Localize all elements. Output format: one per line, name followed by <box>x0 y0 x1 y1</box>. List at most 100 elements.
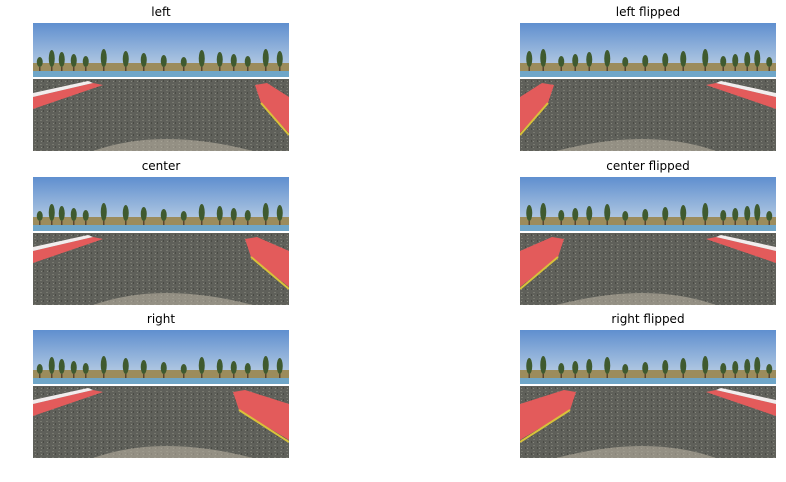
panel-title: right flipped <box>611 312 685 326</box>
tree-trunk <box>644 67 646 71</box>
tree-trunk <box>61 374 63 378</box>
tree-icon <box>732 361 739 374</box>
tree-trunk <box>279 374 281 378</box>
tree-trunk <box>201 67 203 71</box>
tree-icon <box>622 364 629 374</box>
tree-icon <box>180 57 187 67</box>
tree-icon <box>82 56 89 67</box>
tree-icon <box>36 364 43 374</box>
tree-icon <box>36 211 43 221</box>
tree-trunk <box>588 221 590 225</box>
tree-trunk <box>756 374 758 378</box>
tree-trunk <box>734 221 736 225</box>
tree-icon <box>558 56 565 67</box>
tree-icon <box>662 53 669 67</box>
tree-icon <box>244 56 251 67</box>
scene-group <box>520 177 776 305</box>
tree-trunk <box>756 221 758 225</box>
camera-image-right-flipped <box>520 330 776 458</box>
tree-icon <box>604 357 611 374</box>
tree-icon <box>70 54 77 67</box>
tree-icon <box>70 361 77 374</box>
tree-icon <box>160 209 167 221</box>
tree-icon <box>744 52 751 67</box>
tree-icon <box>48 50 55 67</box>
tree-icon <box>262 203 269 221</box>
tree-trunk <box>103 67 105 71</box>
tree-trunk <box>279 67 281 71</box>
tree-icon <box>140 53 147 67</box>
tree-icon <box>766 364 773 374</box>
tree-trunk <box>528 221 530 225</box>
curb-right <box>245 237 289 287</box>
tree-trunk <box>542 221 544 225</box>
camera-image-left-flipped <box>520 23 776 151</box>
tree-icon <box>82 210 89 221</box>
tree-trunk <box>682 67 684 71</box>
tree-icon <box>526 205 533 221</box>
curb-left-white <box>33 235 93 251</box>
tree-icon <box>140 207 147 221</box>
tree-trunk <box>233 221 235 225</box>
tree-icon <box>642 362 649 374</box>
tree-icon <box>216 206 223 221</box>
tree-icon <box>244 363 251 374</box>
lane-line <box>520 102 549 136</box>
tree-icon <box>160 362 167 374</box>
curb-left-white <box>716 81 776 97</box>
tree-trunk <box>644 374 646 378</box>
track <box>520 386 776 458</box>
curb-left <box>706 237 776 263</box>
curb-right <box>255 83 289 133</box>
tree-trunk <box>606 374 608 378</box>
tree-icon <box>586 206 593 221</box>
tree-icon <box>100 356 107 374</box>
tree-icon <box>276 358 283 374</box>
lane-line <box>520 256 559 290</box>
tree-icon <box>140 360 147 374</box>
tree-trunk <box>265 374 267 378</box>
tree-trunk <box>644 221 646 225</box>
water <box>520 71 776 77</box>
lane-line <box>520 409 571 443</box>
car-hood <box>556 293 716 305</box>
tree-icon <box>720 363 727 374</box>
tree-icon <box>58 206 65 221</box>
tree-trunk <box>125 374 127 378</box>
tree-icon <box>702 203 709 221</box>
tree-icon <box>122 205 129 221</box>
tree-trunk <box>73 67 75 71</box>
tree-icon <box>662 360 669 374</box>
tree-trunk <box>756 67 758 71</box>
tree-trunk <box>265 67 267 71</box>
tree-trunk <box>219 67 221 71</box>
tree-trunk <box>279 221 281 225</box>
tree-trunk <box>722 221 724 225</box>
tree-icon <box>100 49 107 67</box>
tree-trunk <box>39 221 41 225</box>
tree-icon <box>754 204 761 221</box>
track <box>520 79 776 151</box>
tree-trunk <box>746 374 748 378</box>
tree-trunk <box>768 221 770 225</box>
tree-trunk <box>201 221 203 225</box>
scene <box>520 177 776 305</box>
tree-trunk <box>704 221 706 225</box>
tree-trunk <box>125 67 127 71</box>
car-hood <box>93 139 253 151</box>
water <box>33 71 289 77</box>
tree-trunk <box>265 221 267 225</box>
tree-icon <box>244 210 251 221</box>
scene-group <box>33 330 289 458</box>
tree-icon <box>526 358 533 374</box>
curb-left <box>33 237 103 263</box>
tree-trunk <box>183 67 185 71</box>
tree-icon <box>540 356 547 374</box>
tree-icon <box>622 211 629 221</box>
panel-title: left flipped <box>615 5 681 19</box>
car-hood <box>93 293 253 305</box>
tree-icon <box>276 51 283 67</box>
tree-icon <box>540 203 547 221</box>
tree-trunk <box>734 374 736 378</box>
tree-icon <box>572 54 579 67</box>
